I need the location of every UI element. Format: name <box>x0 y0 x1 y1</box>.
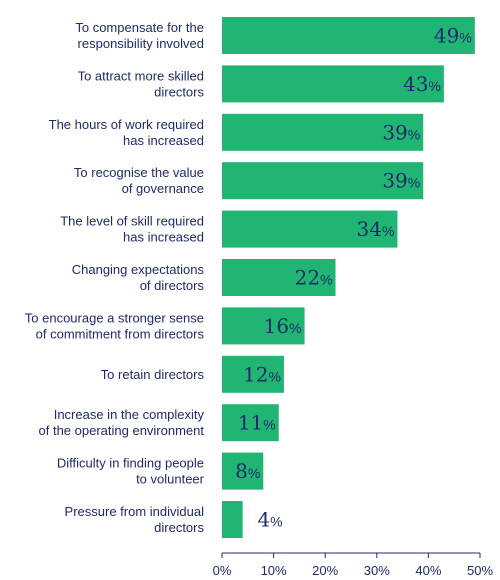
x-tick-label-5: 50% <box>467 563 493 578</box>
bar-1 <box>222 17 475 54</box>
category-label-5: The level of skill required has increased <box>60 214 204 245</box>
x-tick-label-0: 0% <box>213 563 232 578</box>
x-axis: 0% 10% 20% 30% 40% 50% <box>213 552 493 578</box>
value-label-4: 39% <box>382 169 420 193</box>
category-label-6: Changing expectations of directors <box>72 262 205 293</box>
value-label-7: 16% <box>264 314 302 338</box>
value-label-10: 8% <box>235 459 260 483</box>
value-label-9: 11% <box>238 411 276 435</box>
bar-3 <box>222 113 424 151</box>
value-label-2: 43% <box>403 72 441 96</box>
bar-2 <box>222 65 444 103</box>
category-label-1: To compensate for the responsibility invo… <box>75 20 204 51</box>
value-label-3: 39% <box>382 120 420 144</box>
bar-6 <box>222 259 336 296</box>
value-labels-layer: 49% 43% 39% 39% 34% 22% 16% 12% 11% 8% 4% <box>235 24 472 532</box>
bars-layer <box>222 17 475 538</box>
category-label-11: Pressure from individual directors <box>65 504 205 535</box>
category-label-7: To encourage a stronger sense of commitme… <box>25 310 205 341</box>
value-label-6: 22% <box>295 266 333 290</box>
bar-5 <box>222 210 398 248</box>
x-tick-label-4: 40% <box>415 563 441 578</box>
category-label-8: To retain directors <box>101 367 205 382</box>
category-labels-layer: To compensate for the responsibility invo… <box>25 20 205 535</box>
category-label-9: Increase in the complexity of the operati… <box>39 407 205 438</box>
category-label-4: To recognise the value of governance <box>74 165 204 196</box>
bar-7 <box>222 307 305 345</box>
x-tick-label-2: 20% <box>312 563 338 578</box>
x-tick-label-1: 10% <box>261 563 287 578</box>
bar-8 <box>222 355 284 393</box>
bar-9 <box>222 404 279 442</box>
value-label-5: 34% <box>357 217 395 241</box>
bar-4 <box>222 162 424 200</box>
category-label-2: To attract more skilled directors <box>78 68 205 99</box>
bar-11 <box>222 501 243 538</box>
x-tick-label-3: 30% <box>364 563 390 578</box>
category-label-10: Difficulty in finding people to volunteer <box>57 456 205 487</box>
value-label-8: 12% <box>243 362 281 386</box>
value-label-1: 49% <box>434 24 472 48</box>
bar-10 <box>222 452 264 490</box>
value-label-11: 4% <box>257 508 282 532</box>
category-label-3: The hours of work required has increased <box>49 117 204 148</box>
